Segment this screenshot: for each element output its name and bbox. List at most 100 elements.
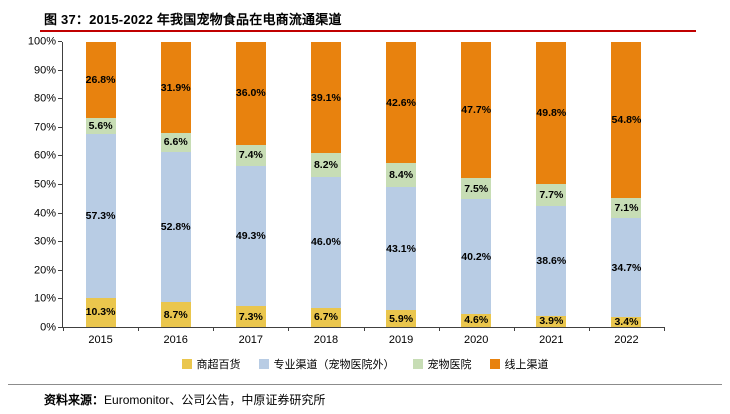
x-tick-label: 2016 <box>163 334 188 346</box>
data-label: 10.3% <box>85 306 116 319</box>
y-tick-label: 80% <box>33 92 56 105</box>
legend-label: 专业渠道（宠物医院外） <box>273 359 395 371</box>
data-label: 54.8% <box>611 114 642 127</box>
bar-segment: 36.0% <box>235 42 266 145</box>
data-label: 7.1% <box>614 202 639 215</box>
data-label: 36.0% <box>235 87 266 100</box>
data-label: 39.1% <box>311 91 341 104</box>
bar-segment: 7.5% <box>461 177 492 200</box>
bar-segment: 6.7% <box>310 307 341 327</box>
x-tick-label: 2015 <box>88 334 113 346</box>
stacked-bar: 10.3% 57.3% 5.6% 26.8% <box>85 42 116 327</box>
x-tick-label: 2020 <box>463 334 489 346</box>
bar-segment: 52.8% <box>160 151 191 303</box>
bar-segment: 46.0% <box>310 176 341 308</box>
x-tick-label: 2019 <box>388 334 414 346</box>
source-note: 资料来源：Euromonitor、公司公告，中原证券研究所 <box>44 391 325 408</box>
data-label: 5.9% <box>389 312 414 325</box>
bar-segment: 49.8% <box>536 42 567 184</box>
y-tick-mark <box>58 269 62 271</box>
y-tick-mark <box>58 327 62 328</box>
legend-item: 线上渠道 <box>489 356 549 372</box>
x-tick-mark <box>288 327 290 331</box>
footer-divider <box>8 384 722 385</box>
chart-legend: 商超百货 专业渠道（宠物医院外） 宠物医院 线上渠道 <box>0 356 730 372</box>
legend-item: 宠物医院 <box>412 356 472 372</box>
data-label: 3.4% <box>614 316 639 329</box>
bar-segment: 57.3% <box>85 134 116 298</box>
data-label: 7.3% <box>238 310 263 323</box>
bar-column: 4.6% 40.2% 7.5% 47.7% 2020 <box>439 42 514 346</box>
data-label: 38.6% <box>536 254 567 267</box>
y-tick-label: 50% <box>33 178 56 191</box>
legend-label: 线上渠道 <box>504 359 549 371</box>
legend-swatch <box>258 359 269 369</box>
x-tick-label: 2018 <box>313 334 339 346</box>
x-tick-mark <box>138 327 140 331</box>
bar-segment: 5.9% <box>386 310 417 327</box>
data-label: 4.6% <box>464 314 489 327</box>
bar-segment: 39.1% <box>310 42 341 154</box>
data-label: 46.0% <box>311 236 341 249</box>
stacked-bar: 5.9% 43.1% 8.4% 42.6% <box>386 42 417 327</box>
bar-segment: 40.2% <box>461 199 492 314</box>
legend-item: 商超百货 <box>181 356 241 372</box>
y-tick-mark <box>58 298 62 300</box>
data-label: 6.7% <box>313 311 338 324</box>
bar-segment: 49.3% <box>235 165 266 307</box>
data-label: 5.6% <box>88 120 113 133</box>
data-label: 43.1% <box>386 242 416 255</box>
stacked-bar: 8.7% 52.8% 6.6% 31.9% <box>160 42 191 327</box>
legend-swatch <box>489 359 500 369</box>
bar-segment: 7.1% <box>611 198 642 219</box>
bar-column: 7.3% 49.3% 7.4% 36.0% 2017 <box>213 42 288 346</box>
y-tick-label: 30% <box>33 235 56 248</box>
bar-segment: 7.3% <box>235 306 266 327</box>
source-label: 资料来源： <box>44 393 105 407</box>
x-tick-mark <box>588 327 590 331</box>
x-tick-label: 2022 <box>614 334 639 346</box>
data-label: 7.4% <box>238 149 263 162</box>
x-tick-mark <box>363 327 365 331</box>
y-tick-label: 40% <box>33 207 56 220</box>
data-label: 49.3% <box>235 229 266 242</box>
y-tick-mark <box>58 184 62 185</box>
bar-column: 5.9% 43.1% 8.4% 42.6% 2019 <box>364 42 439 346</box>
bar-segment: 6.6% <box>160 132 191 152</box>
bar-column: 10.3% 57.3% 5.6% 26.8% 2015 <box>63 42 138 346</box>
data-label: 26.8% <box>85 74 116 87</box>
stacked-bar: 3.4% 34.7% 7.1% 54.8% <box>611 42 642 329</box>
data-label: 8.4% <box>389 169 414 182</box>
bar-segment: 43.1% <box>386 187 417 311</box>
stacked-bar: 6.7% 46.0% 8.2% 39.1% <box>310 42 341 327</box>
bar-segment: 5.6% <box>85 118 116 135</box>
source-text: Euromonitor、公司公告，中原证券研究所 <box>104 393 326 407</box>
x-tick-mark <box>513 327 515 331</box>
bar-segment: 7.7% <box>536 183 567 206</box>
bar-segment: 38.6% <box>536 205 567 316</box>
data-label: 8.2% <box>313 159 338 172</box>
bar-segment: 7.4% <box>235 144 266 166</box>
x-tick-mark <box>63 327 64 331</box>
bar-column: 3.9% 38.6% 7.7% 49.8% 2021 <box>514 42 589 346</box>
bar-segment: 47.7% <box>461 42 492 178</box>
x-tick-label: 2021 <box>539 334 564 346</box>
legend-swatch <box>412 359 423 369</box>
y-tick-mark <box>58 155 62 157</box>
bar-segment: 8.4% <box>386 163 417 188</box>
stacked-bar: 4.6% 40.2% 7.5% 47.7% <box>461 42 492 327</box>
figure-title: 图 37：2015-2022 年我国宠物食品在电商流通渠道 <box>44 12 342 27</box>
data-label: 40.2% <box>461 250 492 263</box>
data-label: 49.8% <box>536 106 567 119</box>
data-label: 8.7% <box>163 308 188 321</box>
bar-segment: 54.8% <box>611 42 642 199</box>
bar-segment: 42.6% <box>386 42 417 164</box>
x-tick-mark <box>213 327 215 331</box>
legend-label: 宠物医院 <box>427 359 472 371</box>
y-tick-mark <box>58 41 62 42</box>
y-tick-mark <box>58 241 62 243</box>
y-tick-label: 90% <box>33 64 56 77</box>
data-label: 3.9% <box>539 315 564 328</box>
bar-column: 6.7% 46.0% 8.2% 39.1% 2018 <box>288 42 363 346</box>
